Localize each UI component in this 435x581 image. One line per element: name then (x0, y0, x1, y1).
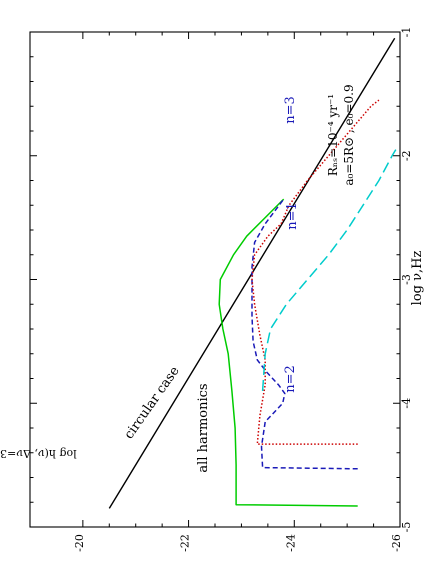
param-orbit: a₀=5R⊙ , e₀=0.9 (342, 84, 356, 185)
series-line-n1 (261, 149, 397, 391)
y-tick-label: -22 (179, 534, 192, 552)
label-all-harmonics: all harmonics (196, 383, 211, 472)
x-tick-label: -3 (400, 274, 413, 285)
y-tick-label: -24 (284, 534, 297, 552)
x-tick-label: -4 (400, 398, 413, 409)
param-rate: Rₙₛ=10⁻⁴ yr⁻¹ (326, 94, 340, 176)
y-axis-title: log h(ν, Δν=3 ×10⁻⁸Hz) (0, 447, 77, 460)
label-n3: n=3 (283, 96, 298, 124)
series-line-n2 (251, 198, 358, 470)
x-tick-label: -5 (400, 522, 413, 533)
label-n2: n=2 (283, 365, 298, 393)
y-tick-label: -26 (390, 534, 403, 552)
x-axis-title: log ν,Hz (410, 251, 425, 306)
x-tick-label: -1 (400, 27, 413, 38)
y-tick-label: -20 (73, 534, 86, 552)
series-line-n3 (251, 99, 380, 445)
axis-ticks: -5 -4 -3 -2 -1 -20 -22 -24 -26 (30, 27, 413, 552)
x-tick-label: -2 (400, 150, 413, 161)
series-line-all (218, 198, 358, 507)
label-n1: n=1 (285, 202, 300, 230)
series-layer (108, 37, 397, 509)
